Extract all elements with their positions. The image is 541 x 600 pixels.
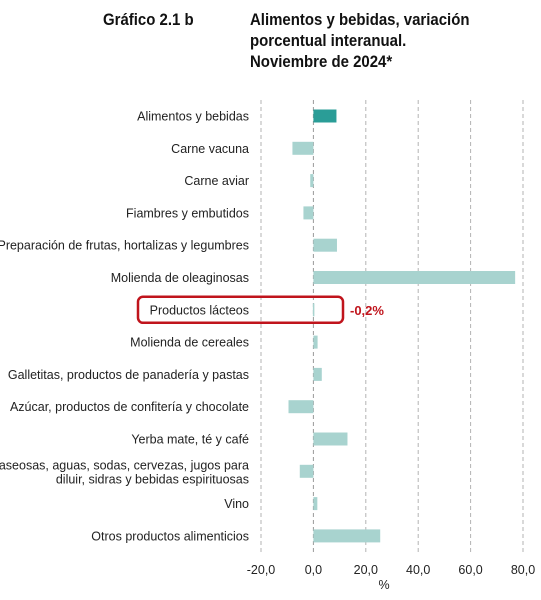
category-label: Carne vacuna: [171, 142, 249, 156]
bar: [313, 367, 322, 381]
callout: -0,2%: [136, 295, 384, 325]
bar: [313, 109, 337, 123]
bar: [299, 464, 314, 478]
category-label: Molienda de oleaginosas: [111, 271, 249, 285]
chart-title-line-1: Alimentos y bebidas, variación: [250, 10, 470, 29]
x-tick-label: 60,0: [458, 563, 482, 577]
chart-title-line-2: porcentual interanual.: [250, 31, 407, 50]
x-tick-labels: -20,0 0,0 20,0 40,0 60,0 80,0: [247, 563, 535, 577]
category-label: Vino: [224, 497, 249, 511]
bar: [313, 335, 318, 349]
category-label: Galletitas, productos de panadería y pas…: [8, 368, 249, 382]
category-label: Gaseosas, aguas, sodas, cervezas, jugos …: [0, 458, 249, 486]
category-label: Preparación de frutas, hortalizas y legu…: [0, 239, 249, 253]
bar: [313, 529, 381, 543]
x-tick-label: 40,0: [406, 563, 430, 577]
x-tick-label: 80,0: [511, 563, 535, 577]
grid-lines: [260, 100, 524, 552]
bar: [313, 432, 348, 446]
bar: [288, 400, 314, 414]
chart-title-line-3: Noviembre de 2024*: [250, 52, 393, 71]
category-label: Azúcar, productos de confitería y chocol…: [10, 400, 249, 414]
category-labels: Alimentos y bebidas Carne vacuna Carne avi…: [0, 110, 249, 544]
x-tick-label: 0,0: [305, 563, 322, 577]
bar: [313, 497, 318, 511]
bar: [313, 271, 516, 284]
category-label: Otros productos alimenticios: [91, 529, 249, 543]
category-label: Productos lácteos: [150, 303, 249, 317]
category-label-line: diluir, sidras y bebidas espirituosas: [56, 472, 249, 486]
bar: [303, 206, 314, 220]
bar: [310, 174, 314, 188]
chart-label: Gráfico 2.1 b: [103, 10, 194, 29]
x-tick-label: 20,0: [354, 563, 378, 577]
category-label: Fiambres y embutidos: [126, 206, 249, 220]
category-label: Alimentos y bebidas: [137, 110, 249, 124]
callout-box: [136, 295, 345, 325]
bar: [313, 238, 337, 252]
category-label: Molienda de cereales: [130, 336, 249, 350]
category-label-line: Gaseosas, aguas, sodas, cervezas, jugos …: [0, 458, 249, 472]
category-label: Carne aviar: [184, 174, 249, 188]
x-tick-label: -20,0: [247, 563, 276, 577]
chart-title: Alimentos y bebidas, variación porcentua…: [250, 9, 514, 72]
bar: [292, 141, 314, 155]
x-axis-label: %: [378, 578, 389, 592]
bar: [312, 303, 315, 317]
callout-value: -0,2%: [350, 303, 384, 318]
bars: [288, 109, 516, 543]
category-label: Yerba mate, té y café: [131, 433, 249, 447]
